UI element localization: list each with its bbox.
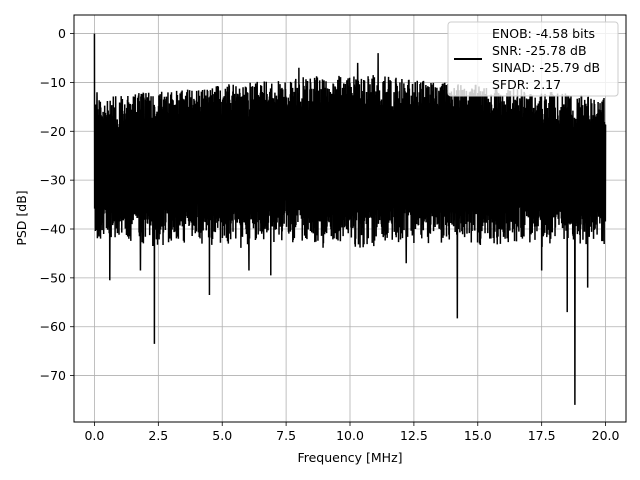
x-tick-label: 20.0 <box>592 428 620 443</box>
legend-entry-snr: SNR: -25.78 dB <box>492 43 587 58</box>
y-tick-label: −40 <box>40 222 66 237</box>
legend: ENOB: -4.58 bits SNR: -25.78 dB SINAD: -… <box>447 21 619 97</box>
y-tick-label: −70 <box>40 368 66 383</box>
y-tick-label: 0 <box>58 26 66 41</box>
y-tick-label: −60 <box>40 319 66 334</box>
psd-series-line <box>93 33 607 405</box>
y-tick-label: −20 <box>40 124 66 139</box>
y-axis-label: PSD [dB] <box>14 190 29 245</box>
x-tick-label: 10.0 <box>336 428 364 443</box>
x-tick-label: 7.5 <box>276 428 296 443</box>
x-tick-label: 12.5 <box>400 428 428 443</box>
legend-box <box>447 21 619 97</box>
legend-entry-sfdr: SFDR: 2.17 <box>492 77 561 92</box>
y-tick-label: −10 <box>40 75 66 90</box>
legend-entry-sinad: SINAD: -25.79 dB <box>492 60 600 75</box>
y-tick-label: −30 <box>40 173 66 188</box>
x-tick-label: 0.0 <box>84 428 104 443</box>
series-layer <box>93 33 607 405</box>
x-tick-label: 5.0 <box>212 428 232 443</box>
legend-entry-enob: ENOB: -4.58 bits <box>492 26 595 41</box>
ticks-layer: 0.0 2.5 5.0 7.5 10.0 12.5 15.0 17.5 20.0 0 −10 −20 −… <box>40 26 620 443</box>
x-tick-label: 2.5 <box>148 428 168 443</box>
x-tick-label: 15.0 <box>464 428 492 443</box>
x-axis-label: Frequency [MHz] <box>297 450 402 465</box>
x-tick-label: 17.5 <box>528 428 556 443</box>
y-tick-label: −50 <box>40 270 66 285</box>
